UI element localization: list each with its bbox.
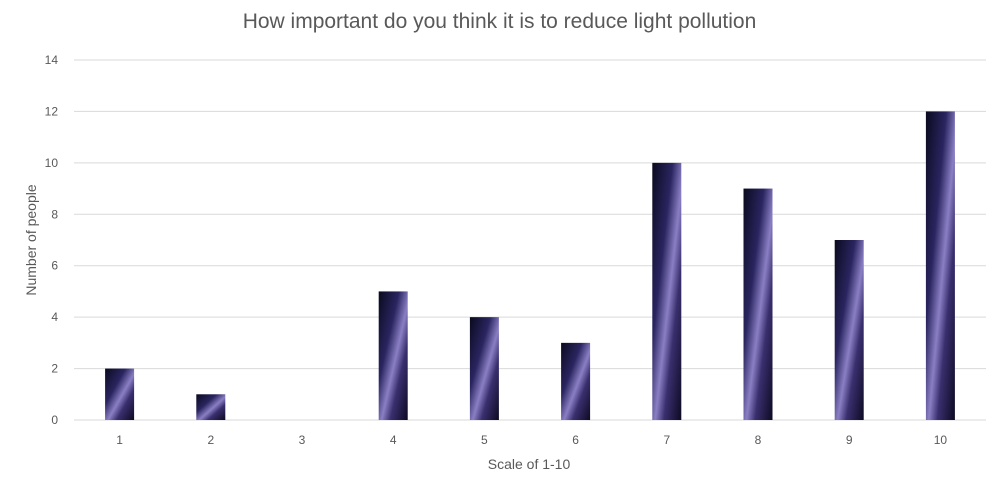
y-tick-label: 6 [51, 259, 58, 273]
bar-7 [652, 162, 682, 420]
x-tick-label: 10 [934, 433, 948, 447]
y-axis-ticks: 0 2 4 6 8 10 12 14 [45, 53, 59, 427]
bar-5 [469, 317, 499, 420]
y-tick-label: 0 [51, 413, 58, 427]
x-tick-label: 4 [390, 433, 397, 447]
bar-9 [834, 240, 864, 420]
bar-1 [105, 368, 135, 420]
x-tick-label: 2 [207, 433, 214, 447]
x-tick-label: 1 [116, 433, 123, 447]
y-tick-label: 2 [51, 362, 58, 376]
bar-2 [196, 394, 226, 420]
x-axis-ticks: 1 2 3 4 5 6 7 8 9 10 [116, 433, 947, 447]
x-tick-label: 7 [663, 433, 670, 447]
x-axis-title: Scale of 1-10 [488, 456, 571, 472]
y-tick-label: 8 [51, 207, 58, 221]
x-tick-label: 5 [481, 433, 488, 447]
bars [105, 111, 955, 420]
bar-4 [378, 291, 408, 420]
bar-10 [925, 111, 955, 420]
x-tick-label: 9 [846, 433, 853, 447]
bar-6 [561, 342, 591, 420]
chart-title: How important do you think it is to redu… [242, 10, 757, 33]
x-tick-label: 8 [755, 433, 762, 447]
y-tick-label: 14 [45, 53, 59, 67]
x-tick-label: 3 [299, 433, 306, 447]
x-tick-label: 6 [572, 433, 579, 447]
bar-8 [743, 188, 773, 420]
y-axis-title: Number of people [23, 184, 39, 296]
y-tick-label: 4 [51, 310, 58, 324]
y-tick-label: 10 [45, 156, 59, 170]
gridlines [74, 59, 986, 421]
y-tick-label: 12 [45, 104, 59, 118]
